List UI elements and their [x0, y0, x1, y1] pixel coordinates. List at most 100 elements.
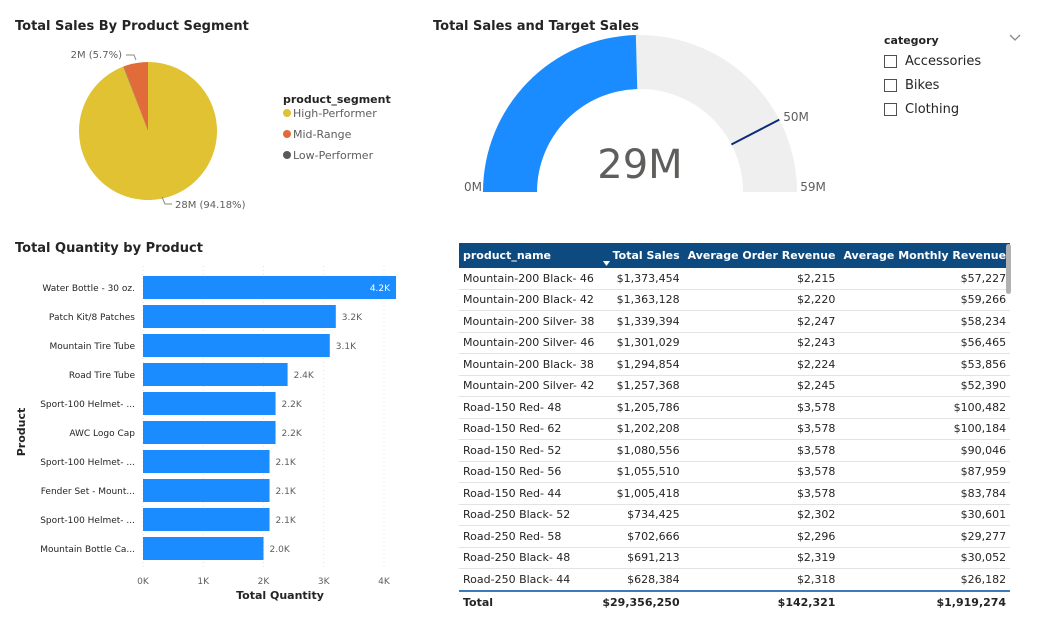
x-tick-label: 3K — [318, 577, 331, 587]
cell-product-name: Road-250 Black- 52 — [459, 504, 599, 526]
table-row[interactable]: Road-150 Red- 62 $1,202,208 $3,578 $100,184 — [459, 418, 1011, 440]
legend-marker-icon — [283, 151, 291, 159]
cell-avg-order-revenue: $2,220 — [683, 289, 840, 311]
pie-legend-title: product_segment — [283, 93, 391, 106]
cell-total-sales: $628,384 — [598, 568, 684, 591]
cell-avg-order-revenue: $2,318 — [683, 568, 840, 591]
legend-marker-icon — [283, 109, 291, 117]
bar[interactable] — [143, 363, 288, 386]
cell-avg-monthly-revenue: $53,856 — [839, 353, 1011, 376]
x-tick-label: 2K — [258, 577, 271, 587]
cell-product-name: Mountain-200 Silver- 38 — [459, 310, 599, 333]
cell-total-sales: $1,202,208 — [598, 418, 684, 440]
checkbox-icon[interactable] — [884, 102, 897, 116]
table-row[interactable]: Road-250 Black- 48 $691,213 $2,319 $30,052 — [459, 547, 1011, 569]
cell-total-sales: $1,301,029 — [598, 332, 684, 354]
table-row[interactable]: Road-150 Red- 56 $1,055,510 $3,578 $87,959 — [459, 461, 1011, 483]
column-header-avg-order-revenue[interactable]: Average Order Revenue — [683, 243, 840, 268]
column-header-product-name[interactable]: product_name — [459, 243, 599, 268]
cell-avg-order-revenue: $2,319 — [683, 547, 840, 569]
sales-table[interactable]: product_name Total Sales Average Order R… — [459, 243, 1011, 614]
bar[interactable] — [143, 334, 330, 357]
pie-legend-item[interactable]: High-Performer — [293, 107, 377, 120]
column-header-avg-monthly-revenue[interactable]: Average Monthly Revenue — [839, 243, 1011, 268]
cell-product-name: Road-150 Red- 52 — [459, 439, 599, 462]
table-row[interactable]: Road-250 Black- 44 $628,384 $2,318 $26,182 — [459, 568, 1011, 591]
cell-product-name: Road-250 Black- 44 — [459, 568, 599, 591]
chevron-down-icon[interactable] — [1008, 31, 1022, 45]
table-row[interactable]: Mountain-200 Black- 42 $1,363,128 $2,220 $5… — [459, 289, 1011, 311]
cell-product-name: Mountain-200 Silver- 46 — [459, 332, 599, 354]
bar[interactable] — [143, 421, 276, 444]
bar-chart[interactable]: Water Bottle - 30 oz. 4.2K Patch Kit/8 Pat… — [0, 262, 430, 607]
pie-data-label: 28M (94.18%) — [175, 200, 246, 211]
cell-product-name: Road-150 Red- 44 — [459, 482, 599, 505]
bar-category-label: Mountain Bottle Ca... — [40, 545, 135, 555]
bar[interactable] — [143, 508, 270, 531]
bar-category-label: Patch Kit/8 Patches — [49, 313, 135, 323]
pie-legend-item[interactable]: Low-Performer — [293, 149, 374, 162]
bar[interactable] — [143, 276, 397, 299]
total-value: $1,919,274 — [839, 589, 1011, 614]
bar-data-label: 2.1K — [276, 487, 297, 497]
slicer-item-accessories[interactable]: Accessories — [884, 52, 981, 70]
bar[interactable] — [143, 305, 336, 328]
table-row[interactable]: Road-250 Black- 52 $734,425 $2,302 $30,601 — [459, 504, 1011, 526]
cell-avg-order-revenue: $3,578 — [683, 482, 840, 505]
table-row[interactable]: Road-150 Red- 52 $1,080,556 $3,578 $90,046 — [459, 439, 1011, 462]
bar-data-label: 2.0K — [270, 545, 291, 555]
bar-category-label: Sport-100 Helmet- ... — [40, 400, 135, 410]
cell-avg-monthly-revenue: $30,052 — [839, 547, 1011, 569]
bar[interactable] — [143, 537, 264, 560]
table-row[interactable]: Road-250 Red- 58 $702,666 $2,296 $29,277 — [459, 525, 1011, 548]
bar-category-label: Sport-100 Helmet- ... — [40, 458, 135, 468]
bar-data-label: 2.2K — [282, 429, 303, 439]
table-row[interactable]: Mountain-200 Silver- 42 $1,257,368 $2,245 $… — [459, 375, 1011, 397]
table-row[interactable]: Mountain-200 Black- 38 $1,294,854 $2,224 $5… — [459, 353, 1011, 376]
bar[interactable] — [143, 392, 276, 415]
sort-descending-icon[interactable] — [603, 261, 611, 266]
checkbox-icon[interactable] — [884, 54, 897, 68]
cell-product-name: Mountain-200 Silver- 42 — [459, 375, 599, 397]
bar[interactable] — [143, 479, 270, 502]
cell-avg-order-revenue: $2,247 — [683, 310, 840, 333]
gauge-chart[interactable]: 29M 0M 59M 50M — [440, 30, 840, 205]
cell-avg-monthly-revenue: $59,266 — [839, 289, 1011, 311]
cell-avg-monthly-revenue: $90,046 — [839, 439, 1011, 462]
table-row[interactable]: Road-150 Red- 48 $1,205,786 $3,578 $100,482 — [459, 396, 1011, 419]
slicer-item-bikes[interactable]: Bikes — [884, 76, 939, 94]
cell-avg-order-revenue: $2,302 — [683, 504, 840, 526]
slicer-item-clothing[interactable]: Clothing — [884, 100, 959, 118]
cell-avg-monthly-revenue: $56,465 — [839, 332, 1011, 354]
total-value: $142,321 — [683, 589, 840, 614]
cell-total-sales: $702,666 — [598, 525, 684, 548]
x-axis-title: Total Quantity — [236, 589, 324, 602]
table-header-row: product_name Total Sales Average Order R… — [459, 243, 1011, 268]
table-row[interactable]: Mountain-200 Black- 46 $1,373,454 $2,215 $5… — [459, 268, 1011, 290]
cell-avg-monthly-revenue: $83,784 — [839, 482, 1011, 505]
bar[interactable] — [143, 450, 270, 473]
pie-slice-low-performer[interactable] — [123, 66, 148, 131]
table-row[interactable]: Mountain-200 Silver- 46 $1,301,029 $2,243 $… — [459, 332, 1011, 354]
checkbox-icon[interactable] — [884, 78, 897, 92]
gauge-max-label: 59M — [800, 180, 826, 194]
bar-category-label: Water Bottle - 30 oz. — [42, 284, 135, 294]
pie-leader-line — [161, 196, 172, 205]
table-row[interactable]: Road-150 Red- 44 $1,005,418 $3,578 $83,784 — [459, 482, 1011, 505]
bar-data-label: 3.1K — [336, 342, 357, 352]
table-row[interactable]: Mountain-200 Silver- 38 $1,339,394 $2,247 $… — [459, 310, 1011, 333]
column-header-total-sales[interactable]: Total Sales — [598, 243, 684, 268]
gauge-min-label: 0M — [464, 180, 482, 194]
pie-slice-mid-range[interactable] — [123, 62, 148, 131]
cell-total-sales: $1,055,510 — [598, 461, 684, 483]
table-total-row: Total $29,356,250 $142,321 $1,919,274 — [459, 589, 1011, 614]
gauge-chart-title: Total Sales and Target Sales — [433, 19, 639, 34]
cell-avg-order-revenue: $3,578 — [683, 418, 840, 440]
table-scrollbar[interactable] — [1006, 244, 1011, 294]
cell-avg-order-revenue: $3,578 — [683, 396, 840, 419]
y-axis-title: Product — [15, 408, 28, 457]
x-tick-label: 0K — [137, 577, 150, 587]
pie-legend-item[interactable]: Mid-Range — [293, 128, 352, 141]
pie-chart[interactable]: 2M (5.7%) 28M (94.18%) product_segmentHigh… — [0, 40, 420, 220]
cell-product-name: Mountain-200 Black- 38 — [459, 353, 599, 376]
